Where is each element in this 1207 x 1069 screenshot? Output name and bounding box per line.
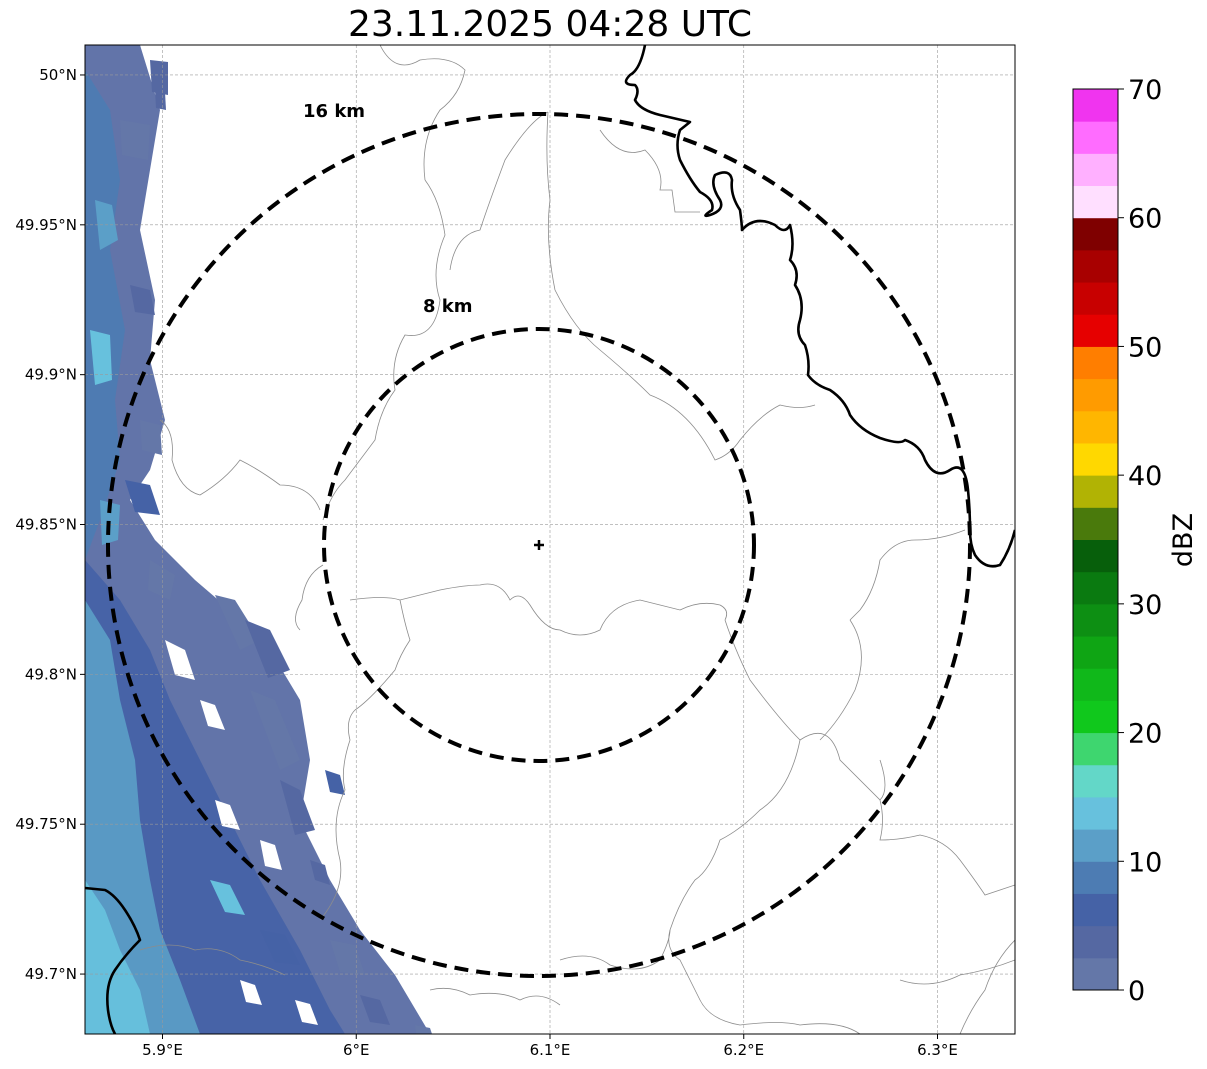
radar-site-marker bbox=[534, 540, 544, 550]
colorbar-segment bbox=[1073, 925, 1118, 959]
colorbar-segment bbox=[1073, 507, 1118, 540]
colorbar-segment bbox=[1073, 410, 1118, 444]
lat-tick-label: 49.9°N bbox=[25, 366, 77, 384]
colorbar-tick-label: 0 bbox=[1128, 976, 1145, 1007]
colorbar bbox=[1073, 89, 1118, 991]
reflectivity-echoes bbox=[85, 45, 432, 1034]
range-rings bbox=[106, 112, 972, 978]
colorbar-segment bbox=[1073, 378, 1118, 412]
range-ring-8km bbox=[322, 327, 756, 763]
colorbar-tick-label: 50 bbox=[1128, 332, 1162, 363]
colorbar-segment bbox=[1073, 861, 1118, 894]
colorbar-segment bbox=[1073, 153, 1118, 187]
colorbar-segment bbox=[1073, 700, 1118, 734]
longitude-tick-labels: 5.9°E 6°E 6.1°E 6.2°E 6.3°E bbox=[142, 1034, 958, 1059]
lon-tick-label: 6°E bbox=[343, 1041, 370, 1059]
colorbar-frame bbox=[1072, 88, 1119, 991]
lat-tick-label: 49.85°N bbox=[15, 516, 77, 534]
latitude-tick-labels: 50°N 49.95°N 49.9°N 49.85°N 49.8°N 49.75°N 49.… bbox=[15, 66, 85, 983]
range-ring-16km bbox=[106, 112, 972, 978]
colorbar-tick-label: 60 bbox=[1128, 204, 1162, 235]
colorbar-segment bbox=[1073, 314, 1118, 347]
colorbar-tick-labels: 0 10 20 30 40 50 60 70 bbox=[1118, 75, 1162, 1007]
colorbar-segment bbox=[1073, 282, 1118, 315]
colorbar-segment bbox=[1073, 442, 1118, 476]
colorbar-segment bbox=[1073, 539, 1118, 573]
map-title: 23.11.2025 04:28 UTC bbox=[347, 4, 753, 45]
range-ring-label-16km: 16 km bbox=[303, 101, 365, 122]
colorbar-tick-label: 40 bbox=[1128, 461, 1162, 492]
colorbar-segment bbox=[1073, 636, 1118, 669]
colorbar-tick-label: 70 bbox=[1128, 75, 1162, 106]
colorbar-segment bbox=[1073, 89, 1118, 122]
colorbar-tick-label: 20 bbox=[1128, 719, 1162, 750]
colorbar-label: dBZ bbox=[1168, 513, 1199, 567]
gridlines bbox=[85, 45, 1015, 1034]
colorbar-segment bbox=[1073, 249, 1118, 283]
colorbar-segment bbox=[1073, 957, 1118, 991]
colorbar-segment bbox=[1073, 764, 1118, 798]
colorbar-segment bbox=[1073, 668, 1118, 701]
colorbar-segment bbox=[1073, 893, 1118, 927]
lon-tick-label: 6.2°E bbox=[723, 1041, 764, 1059]
lon-tick-label: 6.3°E bbox=[917, 1041, 958, 1059]
lat-tick-label: 49.8°N bbox=[25, 665, 77, 683]
colorbar-segment bbox=[1073, 571, 1118, 605]
colorbar-segment bbox=[1073, 185, 1118, 219]
admin-boundaries bbox=[139, 45, 1015, 1034]
lat-tick-label: 49.75°N bbox=[15, 815, 77, 833]
colorbar-segment bbox=[1073, 732, 1118, 766]
colorbar-tick-label: 10 bbox=[1128, 847, 1162, 878]
colorbar-segment bbox=[1073, 217, 1118, 251]
colorbar-segment bbox=[1073, 346, 1118, 380]
lon-tick-label: 6.1°E bbox=[530, 1041, 571, 1059]
colorbar-segment bbox=[1073, 796, 1118, 830]
lat-tick-label: 49.95°N bbox=[15, 216, 77, 234]
lat-tick-label: 50°N bbox=[39, 66, 77, 84]
colorbar-segment bbox=[1073, 475, 1118, 508]
colorbar-segment bbox=[1073, 829, 1118, 862]
lon-tick-label: 5.9°E bbox=[142, 1041, 183, 1059]
colorbar-tick-label: 30 bbox=[1128, 590, 1162, 621]
colorbar-segment bbox=[1073, 121, 1118, 154]
national-border bbox=[85, 45, 1015, 1034]
lat-tick-label: 49.7°N bbox=[25, 965, 77, 983]
range-ring-label-8km: 8 km bbox=[423, 296, 473, 317]
colorbar-segment bbox=[1073, 603, 1118, 637]
